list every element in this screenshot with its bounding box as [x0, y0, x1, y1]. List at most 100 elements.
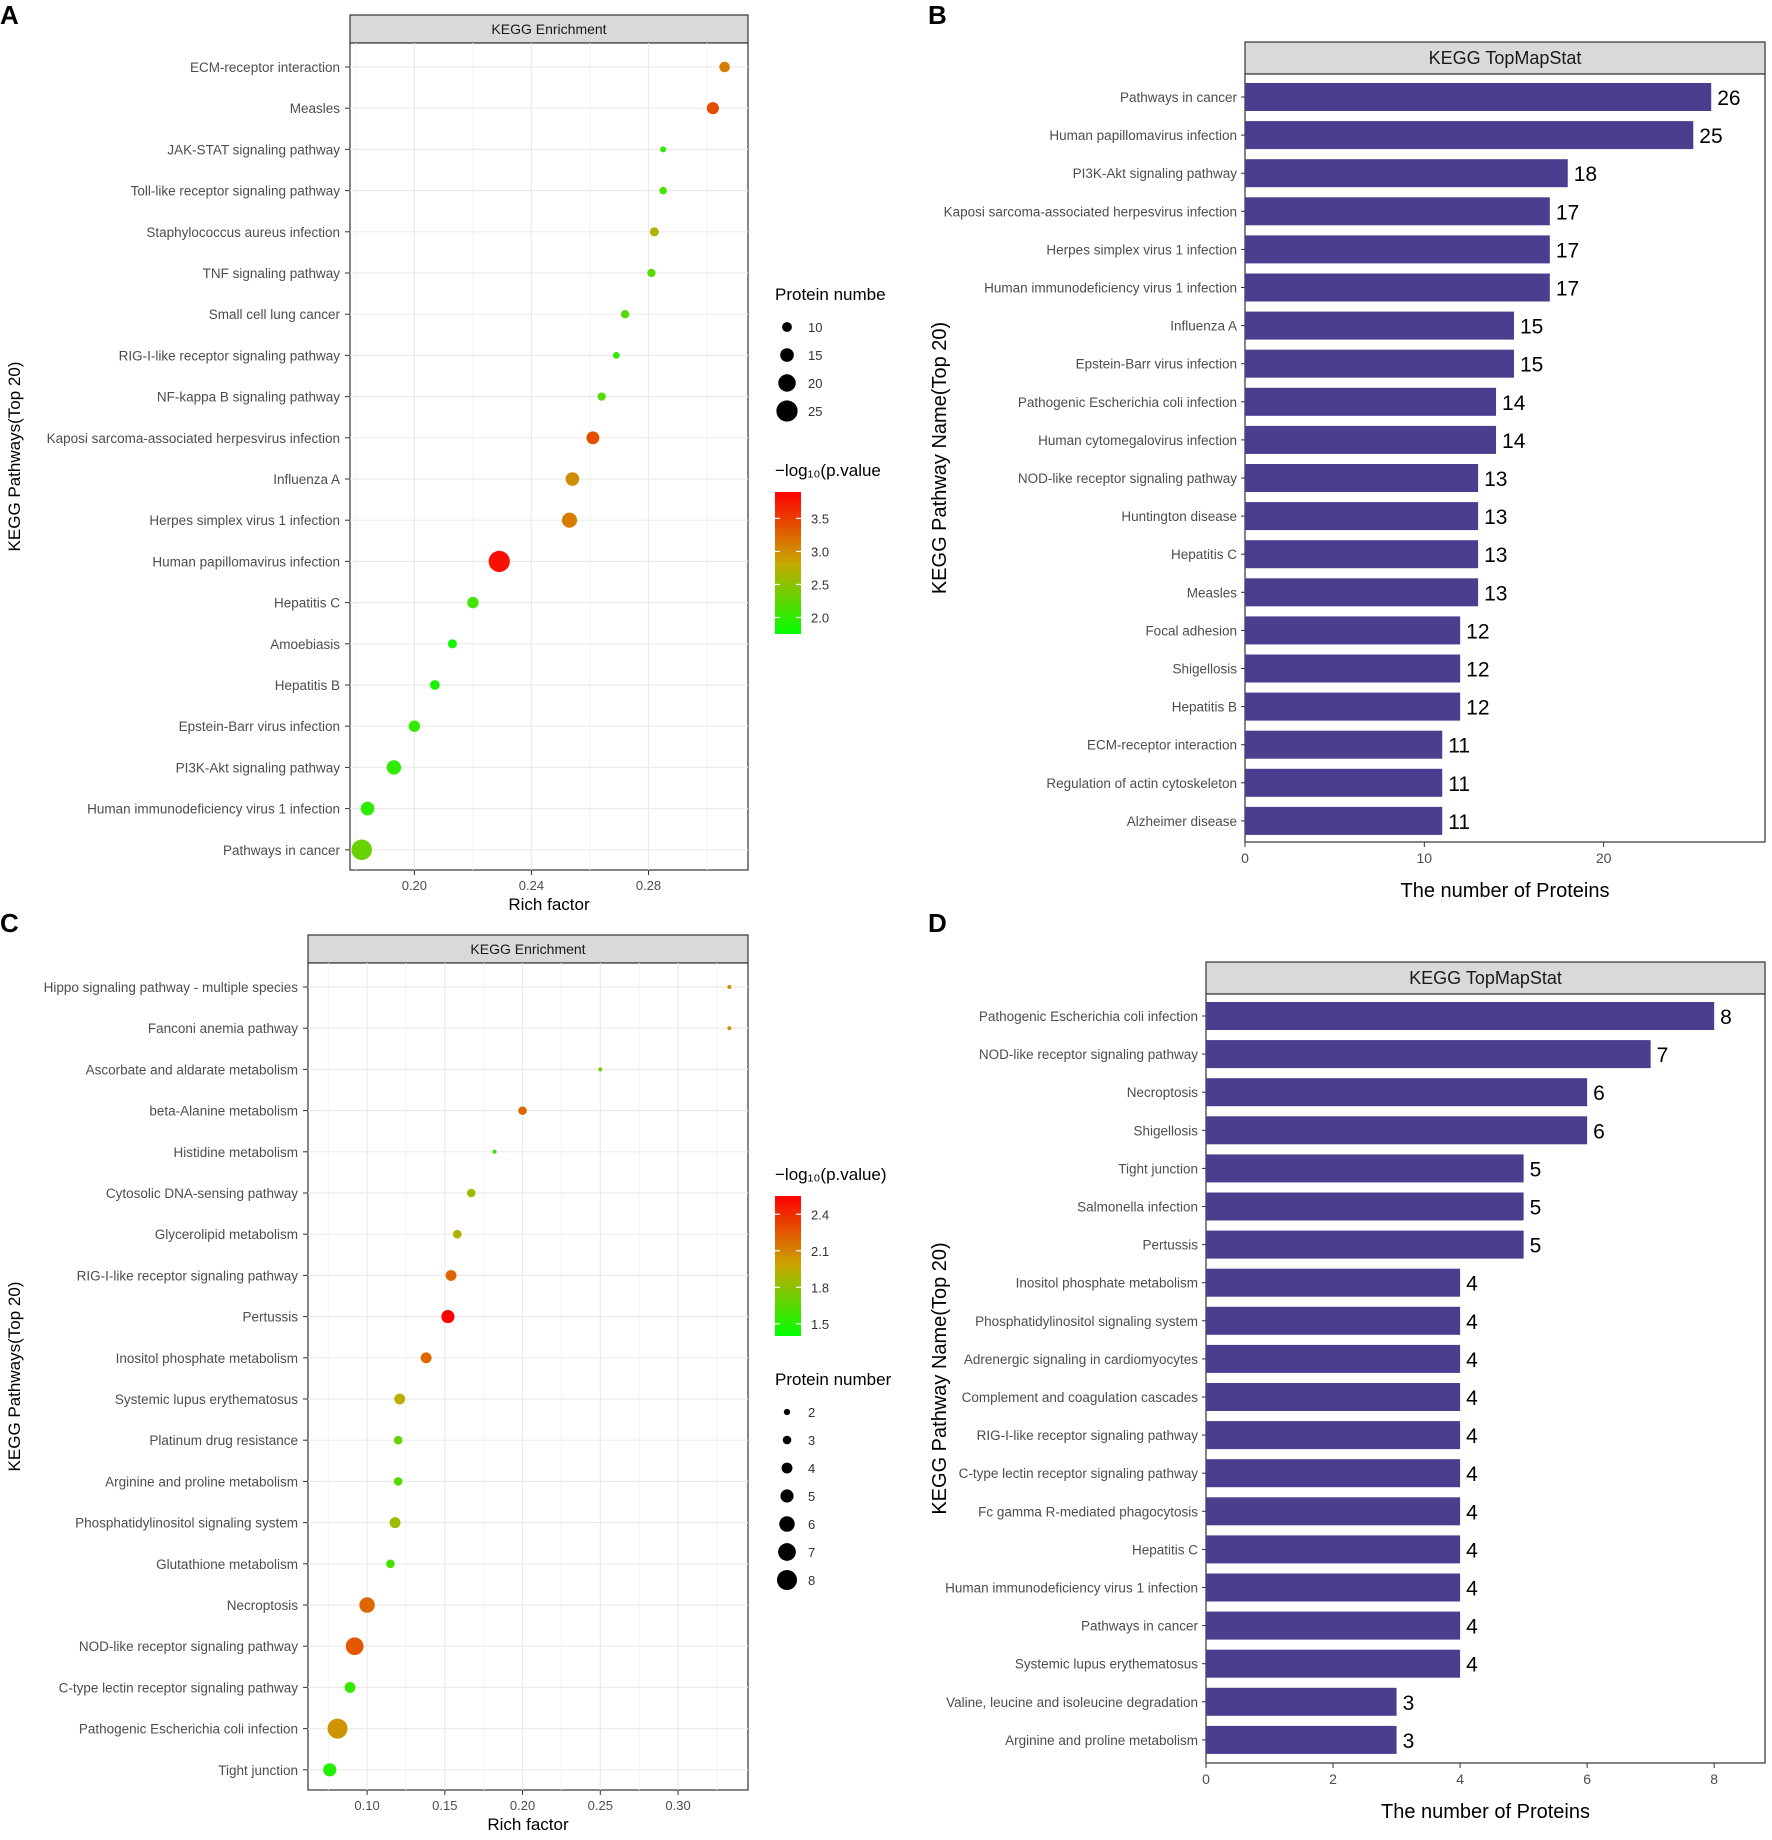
data-point [660, 146, 667, 153]
y-tick-label: Pertussis [242, 1310, 298, 1325]
y-tick-label: Pathogenic Escherichia coli infection [79, 1722, 298, 1737]
data-point [565, 472, 580, 486]
y-tick-label: Pathways in cancer [223, 843, 341, 858]
panel-letter: D [928, 908, 947, 938]
data-point [586, 431, 600, 445]
bar-value-label: 11 [1448, 735, 1470, 758]
y-tick-label: Hepatitis C [1171, 547, 1237, 562]
y-tick-label: Ascorbate and aldarate metabolism [86, 1062, 298, 1077]
data-point [647, 268, 656, 278]
x-tick-label: 6 [1583, 1771, 1591, 1787]
bar-value-label: 12 [1466, 697, 1489, 720]
color-legend-label: 2.5 [811, 577, 829, 592]
y-tick-label: Fanconi anemia pathway [148, 1021, 298, 1036]
size-legend-key [783, 1408, 791, 1416]
x-tick-label: 0.24 [519, 878, 544, 893]
bar-value-label: 3 [1403, 1692, 1415, 1715]
panel-letter: B [928, 0, 947, 30]
size-legend-label: 25 [808, 404, 822, 419]
y-tick-label: Salmonella infection [1077, 1200, 1198, 1215]
y-tick-label: Tight junction [1118, 1161, 1198, 1176]
y-tick-label: NOD-like receptor signaling pathway [1018, 471, 1237, 486]
data-point [360, 801, 375, 816]
bar [1206, 1725, 1397, 1754]
panel-letter: C [0, 908, 19, 938]
data-point [393, 1435, 403, 1445]
color-legend-label: 3.5 [811, 511, 829, 526]
y-tick-label: Systemic lupus erythematosus [115, 1392, 298, 1407]
plot-area [307, 962, 749, 1791]
bar-value-label: 5 [1530, 1158, 1542, 1181]
bar-value-label: 3 [1403, 1730, 1415, 1753]
bar [1245, 311, 1514, 340]
x-tick-label: 0.28 [636, 878, 661, 893]
x-tick-label: 8 [1710, 1771, 1718, 1787]
bar-value-label: 13 [1484, 468, 1507, 491]
data-point [727, 1026, 732, 1031]
data-point [659, 186, 667, 195]
y-axis-label: KEGG Pathways(Top 20) [5, 362, 24, 552]
y-tick-label: Glycerolipid metabolism [155, 1227, 298, 1242]
bar-value-label: 17 [1556, 278, 1579, 301]
bar [1206, 1687, 1397, 1716]
size-legend-title: Protein numbe [775, 285, 886, 304]
x-tick-label: 0.10 [354, 1798, 379, 1813]
data-point [323, 1763, 337, 1777]
bar-value-label: 13 [1484, 544, 1507, 567]
y-tick-label: Pertussis [1142, 1238, 1198, 1253]
bar [1206, 1649, 1461, 1678]
y-tick-label: Kaposi sarcoma-associated herpesvirus in… [944, 204, 1237, 219]
y-tick-label: Human papillomavirus infection [152, 554, 340, 569]
bar-value-label: 17 [1556, 201, 1579, 224]
bar-value-label: 8 [1720, 1006, 1732, 1029]
plot-area [349, 42, 749, 871]
bar-value-label: 11 [1448, 773, 1470, 796]
bar [1245, 654, 1461, 683]
size-legend-label: 7 [808, 1545, 815, 1560]
y-tick-label: C-type lectin receptor signaling pathway [959, 1466, 1199, 1481]
bar [1206, 1383, 1461, 1411]
panel-strip [349, 14, 749, 44]
y-tick-label: Focal adhesion [1145, 623, 1237, 638]
bar-value-label: 4 [1466, 1654, 1478, 1677]
size-legend-label: 10 [808, 320, 822, 335]
x-tick-label: 20 [1596, 850, 1612, 866]
size-legend-label: 5 [808, 1489, 815, 1504]
y-tick-label: ECM-receptor interaction [1087, 738, 1237, 753]
y-tick-label: Kaposi sarcoma-associated herpesvirus in… [47, 431, 340, 446]
y-tick-label: Glutathione metabolism [156, 1557, 298, 1572]
bar-value-label: 4 [1466, 1463, 1478, 1486]
bar [1245, 121, 1694, 150]
bar [1245, 692, 1461, 721]
data-point [612, 352, 620, 359]
y-tick-label: Shigellosis [1172, 662, 1237, 677]
y-tick-label: Measles [1187, 585, 1238, 600]
data-point [345, 1637, 364, 1656]
x-tick-label: 0.20 [402, 878, 427, 893]
y-tick-label: Staphylococcus aureus infection [146, 225, 340, 240]
y-tick-label: Shigellosis [1133, 1123, 1198, 1138]
bar [1206, 1497, 1461, 1526]
x-axis-label: Rich factor [487, 1815, 569, 1834]
data-point [597, 392, 606, 401]
bar-value-label: 25 [1699, 125, 1722, 148]
color-legend-label: 2.4 [811, 1207, 829, 1222]
color-legend-bar [775, 1196, 801, 1336]
size-legend-key [782, 322, 792, 332]
y-tick-label: Platinum drug resistance [149, 1433, 298, 1448]
y-tick-label: Adrenergic signaling in cardiomyocytes [964, 1352, 1198, 1367]
y-tick-label: Tight junction [218, 1763, 298, 1778]
bar-value-label: 18 [1574, 163, 1597, 186]
size-legend-label: 2 [808, 1405, 815, 1420]
y-tick-label: NOD-like receptor signaling pathway [979, 1047, 1198, 1062]
bar-value-label: 13 [1484, 582, 1507, 605]
size-legend-key [779, 1516, 795, 1532]
x-tick-label: 10 [1417, 850, 1433, 866]
size-legend-label: 3 [808, 1433, 815, 1448]
x-axis-label: The number of Proteins [1401, 880, 1610, 902]
data-point [389, 1517, 401, 1529]
y-tick-label: Pathogenic Escherichia coli infection [1018, 395, 1237, 410]
bar [1206, 1002, 1715, 1030]
data-point [452, 1229, 462, 1239]
y-tick-label: Hepatitis B [275, 678, 340, 693]
